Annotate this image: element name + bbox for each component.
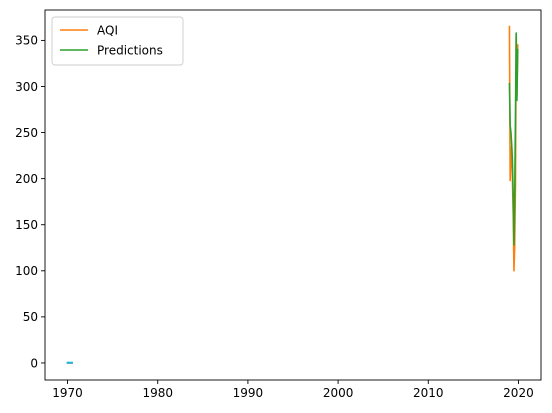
x-tick-label: 2020	[503, 386, 534, 400]
y-tick-label: 300	[15, 80, 38, 94]
y-tick-label: 350	[15, 34, 38, 48]
x-tick-label: 1990	[233, 386, 264, 400]
legend-label: AQI	[97, 23, 118, 37]
series-line-predictions	[508, 32, 519, 246]
x-tick-label: 2010	[413, 386, 444, 400]
legend: AQI Predictions	[51, 16, 184, 66]
x-tick-label: 1980	[142, 386, 173, 400]
x-tick-label: 1970	[52, 386, 83, 400]
legend-box	[51, 16, 184, 66]
y-tick-label: 0	[30, 356, 38, 370]
plot-area	[66, 25, 519, 364]
axes: 1970 1980 1990 2000 2010 2020 0 50 100 150 200 250 3…	[15, 9, 542, 400]
y-tick-label: 100	[15, 264, 38, 278]
y-tick-label: 150	[15, 218, 38, 232]
x-tick-label: 2000	[323, 386, 354, 400]
axes-frame	[44, 9, 542, 381]
y-tick-label: 250	[15, 126, 38, 140]
legend-label: Predictions	[97, 43, 163, 57]
y-tick-label: 200	[15, 172, 38, 186]
y-tick-label: 50	[23, 310, 38, 324]
